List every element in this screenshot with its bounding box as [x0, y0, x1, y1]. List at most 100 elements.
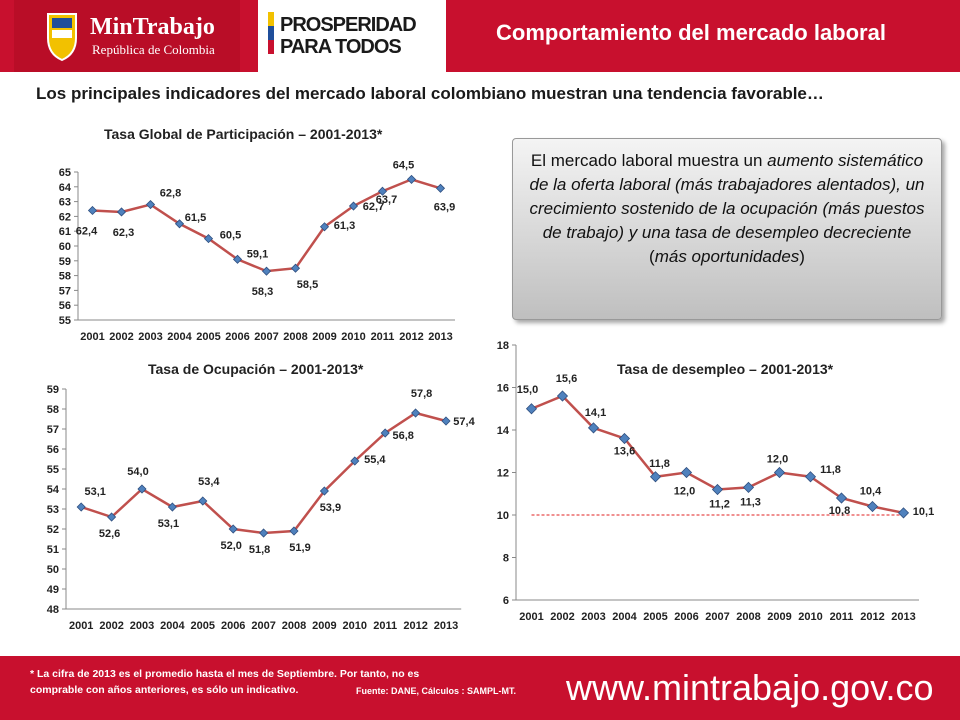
x-tick-label: 2004 [167, 331, 192, 343]
data-point [897, 507, 910, 519]
data-point [742, 481, 755, 493]
x-tick-label: 2007 [254, 331, 278, 343]
data-point [649, 471, 662, 483]
callout-text-3: ( [649, 247, 655, 266]
x-tick-label: 2004 [160, 620, 185, 632]
data-point [711, 483, 724, 496]
x-tick-label: 2008 [736, 611, 760, 623]
y-tick-label: 57 [59, 285, 71, 297]
data-label: 59,1 [247, 248, 268, 260]
chart3-title: Tasa de desempleo – 2001-2013* [617, 361, 834, 377]
prosperidad-line1: PROSPERIDAD [280, 14, 417, 36]
x-tick-label: 2009 [312, 620, 336, 632]
y-tick-label: 52 [47, 524, 59, 536]
y-tick-label: 16 [497, 383, 509, 395]
data-label: 12,0 [674, 486, 695, 498]
data-label: 52,6 [99, 528, 120, 540]
slide-subtitle: Los principales indicadores del mercado … [36, 84, 824, 103]
unemployment-chart: 6 8 10 12 14 16 18 2001 2002 2003 2004 2005 2006 2007… [497, 340, 934, 623]
data-label: 10,8 [829, 505, 850, 517]
data-point [261, 266, 272, 276]
y-tick-label: 53 [47, 504, 59, 516]
x-tick-label: 2011 [373, 620, 397, 632]
y-tick-label: 65 [59, 167, 71, 179]
y-tick-label: 10 [497, 510, 509, 522]
data-point [866, 500, 879, 513]
x-tick-label: 2002 [99, 620, 123, 632]
data-point [167, 502, 177, 512]
y-tick-label: 56 [59, 300, 71, 312]
data-label: 60,5 [220, 230, 241, 242]
data-label: 62,8 [160, 188, 181, 200]
y-tick-label: 12 [497, 468, 509, 480]
data-label: 12,0 [767, 454, 788, 466]
data-label: 57,8 [411, 388, 432, 400]
data-point [137, 484, 147, 494]
y-tick-label: 18 [497, 340, 509, 352]
employment-chart: 48 49 50 51 52 53 54 55 56 57 58 59 2001 2002 2003 2004… [47, 384, 476, 632]
data-point [804, 471, 817, 483]
y-tick-label: 54 [47, 484, 60, 496]
y-tick-label: 48 [47, 604, 59, 616]
y-tick-label: 56 [47, 444, 59, 456]
data-label: 63,7 [376, 194, 397, 206]
data-label: 13,6 [614, 446, 635, 458]
data-point [203, 234, 214, 244]
prosperidad-logo: PROSPERIDAD PARA TODOS [258, 0, 446, 72]
participation-chart: 55 56 57 58 59 60 61 62 63 64 65 2001 2002 2003 2004 20… [59, 160, 455, 343]
x-tick-label: 2010 [798, 611, 822, 623]
data-label: 62,4 [76, 225, 98, 237]
y-tick-label: 58 [47, 404, 59, 416]
y-tick-label: 50 [47, 564, 59, 576]
data-label: 58,5 [297, 279, 318, 291]
x-tick-label: 2009 [767, 611, 791, 623]
data-point [435, 183, 446, 193]
data-point [348, 201, 359, 211]
data-label: 64,5 [393, 160, 414, 171]
y-tick-label: 57 [47, 424, 59, 436]
chart1-title: Tasa Global de Participación – 2001-2013… [104, 126, 383, 142]
y-tick-label: 51 [47, 544, 59, 556]
data-point [406, 174, 417, 184]
x-tick-label: 2010 [341, 331, 365, 343]
slide-title: Comportamiento del mercado laboral [496, 20, 886, 45]
data-point [319, 222, 330, 232]
data-point [174, 219, 185, 229]
data-label: 14,1 [585, 407, 606, 419]
x-tick-label: 2005 [643, 611, 667, 623]
data-point [289, 526, 299, 536]
y-tick-label: 60 [59, 241, 71, 253]
data-point [107, 512, 117, 522]
callout-text-4: más oportunidades [654, 247, 800, 266]
data-label: 53,4 [198, 476, 220, 488]
chart2-title: Tasa de Ocupación – 2001-2013* [148, 361, 364, 377]
y-tick-label: 55 [47, 464, 59, 476]
source-note: Fuente: DANE, Cálculos : SAMPL-MT. [356, 686, 517, 696]
data-point [116, 207, 127, 217]
data-label: 57,4 [453, 416, 475, 428]
x-tick-label: 2010 [343, 620, 367, 632]
prosperidad-line2: PARA TODOS [280, 36, 402, 58]
callout-text-5: ) [799, 247, 805, 266]
slide-title-box: Comportamiento del mercado laboral [480, 10, 900, 54]
x-tick-label: 2013 [434, 620, 458, 632]
data-point [835, 492, 848, 504]
data-point [773, 466, 786, 479]
data-point [441, 416, 451, 426]
data-point [87, 205, 98, 216]
footnote-line1: * La cifra de 2013 es el promedio hasta … [30, 668, 420, 680]
data-label: 63,9 [434, 201, 455, 213]
y-tick-label: 55 [59, 315, 71, 327]
x-tick-label: 2007 [705, 611, 729, 623]
x-tick-label: 2011 [371, 331, 395, 343]
website-url[interactable]: www.mintrabajo.gov.co [566, 667, 934, 708]
x-tick-label: 2001 [69, 620, 93, 632]
data-label: 51,9 [289, 542, 310, 554]
x-tick-label: 2005 [196, 331, 220, 343]
data-label: 62,3 [113, 227, 134, 239]
data-label: 51,8 [249, 544, 270, 556]
data-point [618, 432, 631, 445]
data-point [525, 403, 538, 415]
data-label: 62,7 [363, 201, 384, 213]
data-label: 11,3 [740, 496, 761, 508]
